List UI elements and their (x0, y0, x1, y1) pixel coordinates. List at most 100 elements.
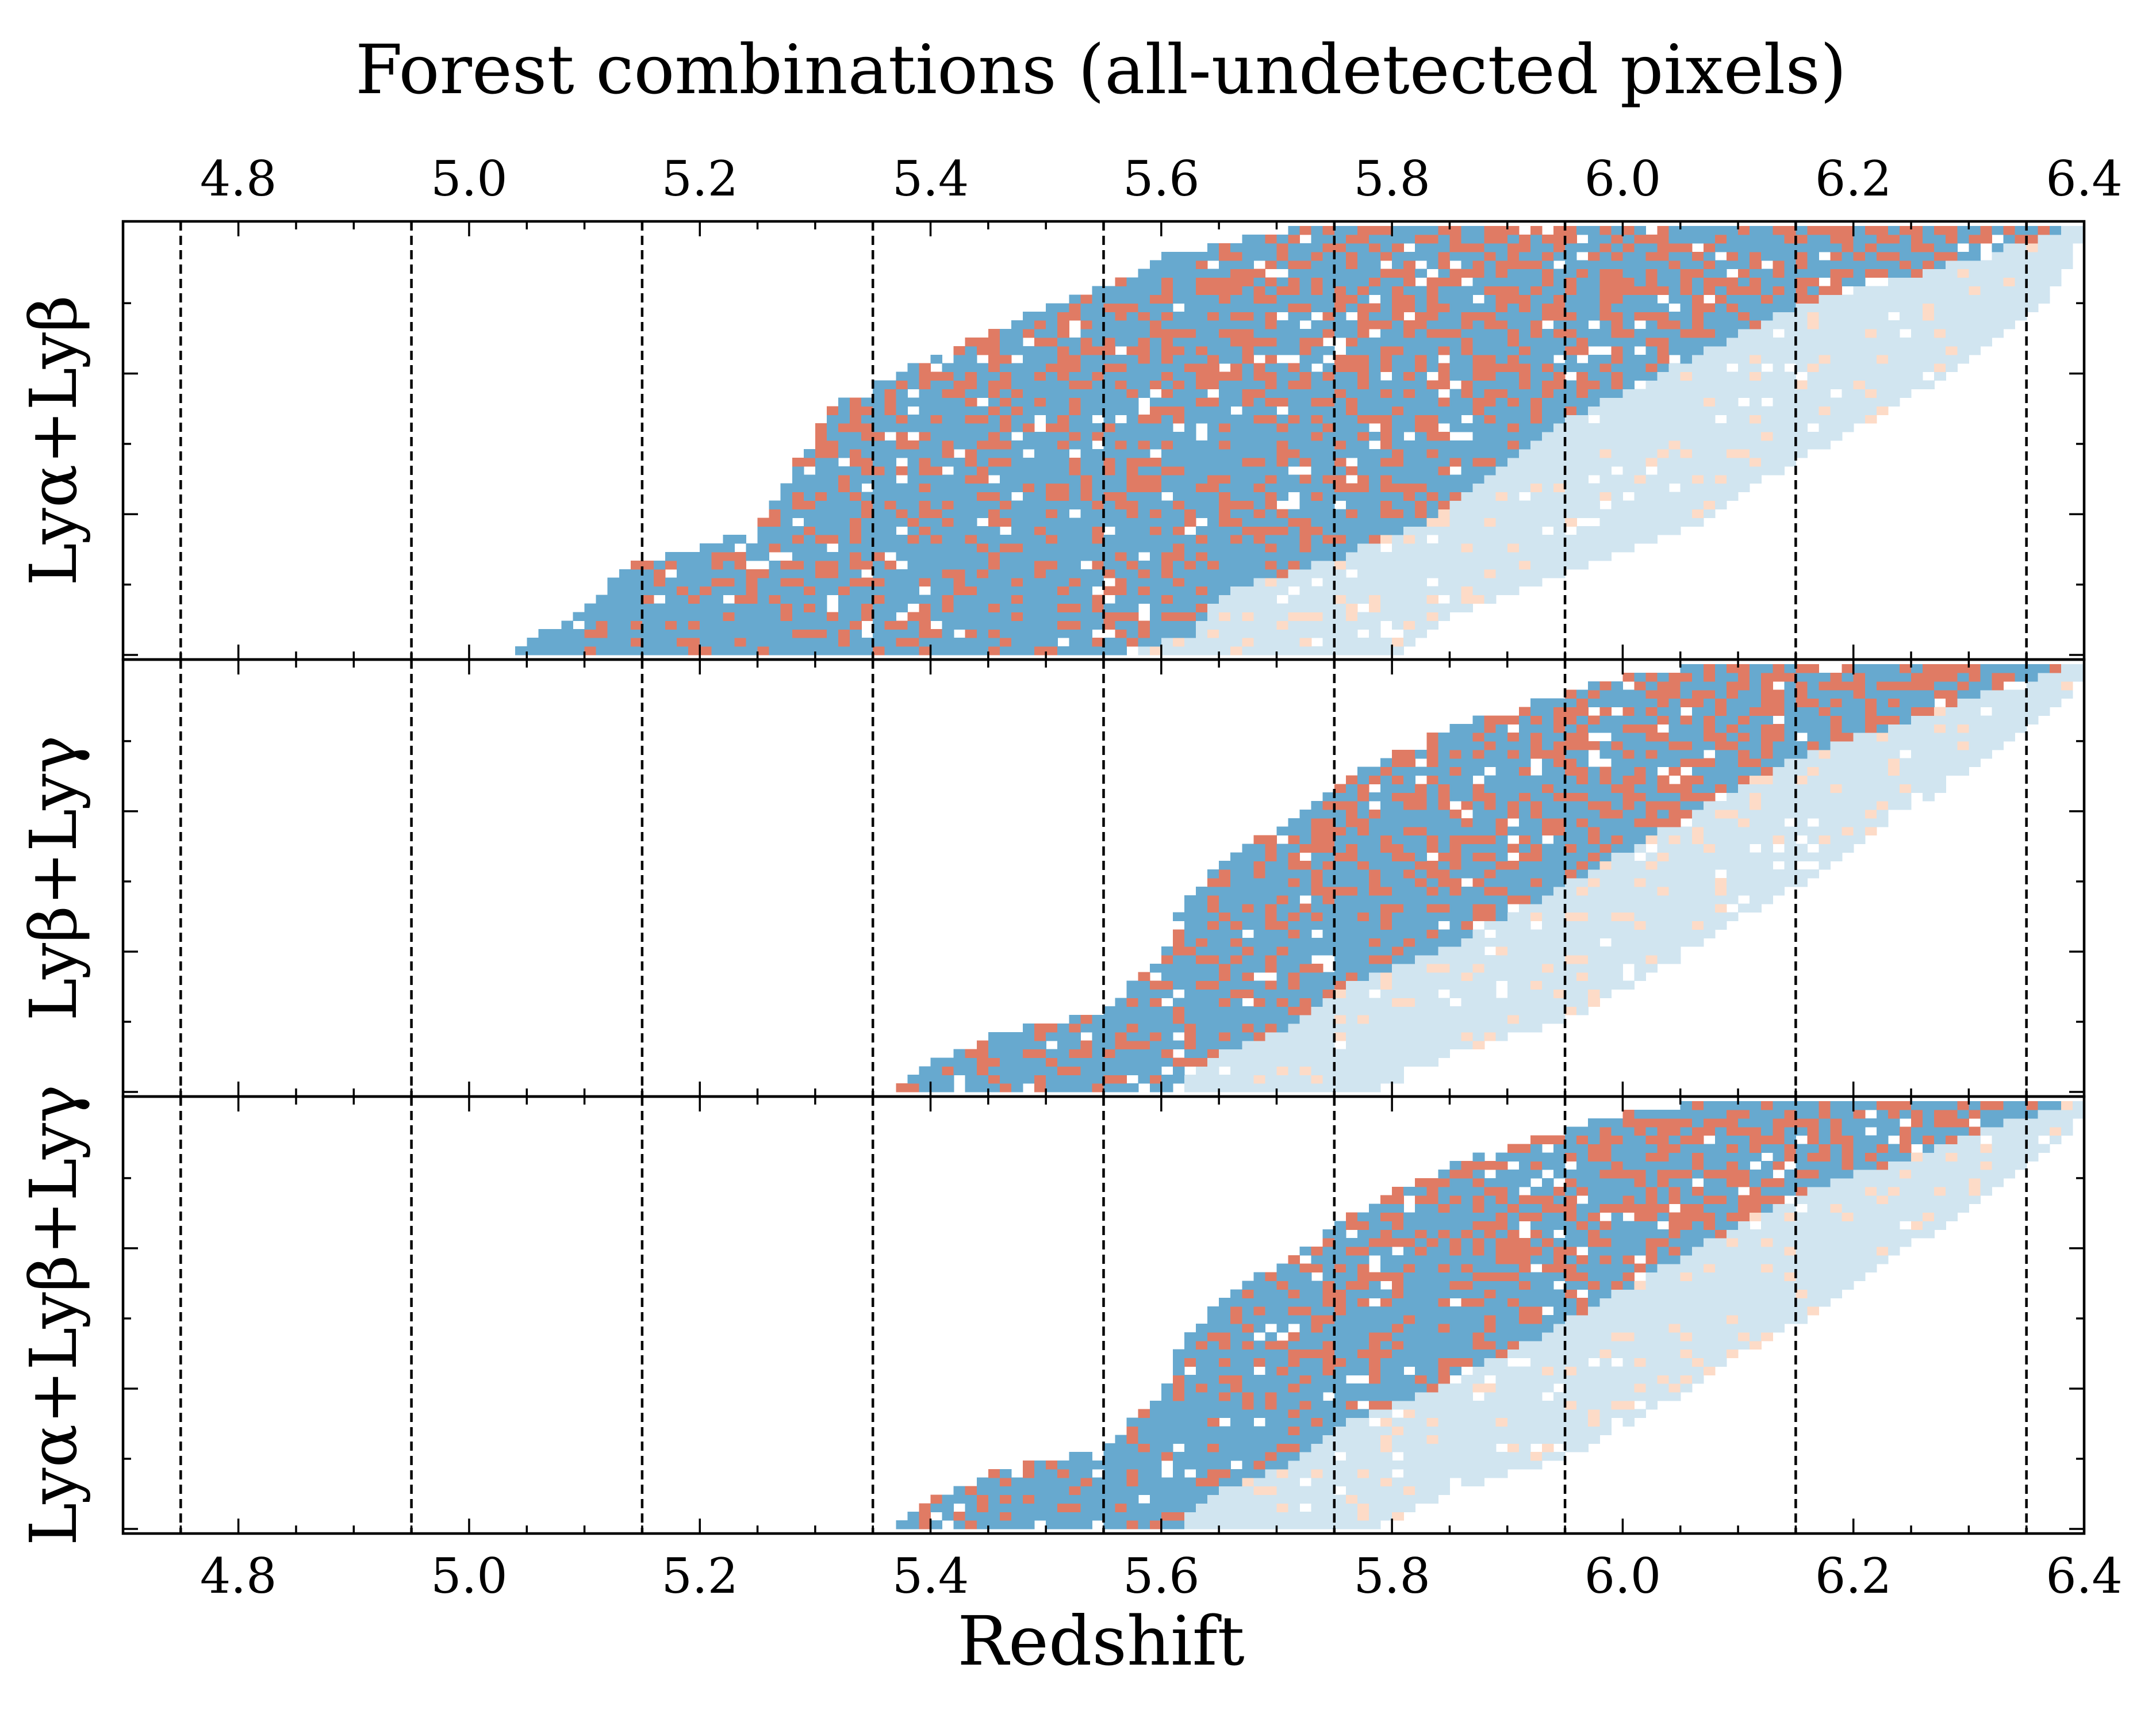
heatmap-cell (873, 569, 943, 578)
heatmap-cell (1484, 569, 1497, 578)
heatmap-cell (873, 380, 896, 390)
heatmap-cell (1461, 320, 1474, 329)
heatmap-cell (1380, 989, 1438, 998)
heatmap-cell (1184, 518, 1196, 527)
heatmap-cell (1622, 371, 1658, 381)
heatmap-cell (1703, 474, 1716, 484)
heatmap-cell (1865, 1186, 1877, 1196)
heatmap-cell (1738, 689, 1762, 699)
heatmap-cell (1645, 457, 1658, 467)
heatmap-cell (838, 474, 850, 484)
heatmap-cell (1807, 1152, 1831, 1162)
heatmap-cell (884, 577, 920, 587)
heatmap-cell (1126, 346, 1150, 355)
heatmap-cell (1553, 1144, 1589, 1153)
heatmap-cell (919, 638, 1000, 647)
heatmap-cell (1588, 251, 1600, 261)
heatmap-cell (919, 526, 931, 535)
heatmap-cell (1265, 277, 1278, 286)
heatmap-cell (1611, 733, 1647, 742)
heatmap-cell (1830, 251, 1843, 261)
heatmap-cell (1750, 1170, 1773, 1179)
heatmap-cell (1011, 612, 1023, 621)
heatmap-cell (826, 492, 850, 501)
heatmap-cell (1738, 1195, 1785, 1205)
heatmap-cell (1380, 980, 1392, 990)
heatmap-cell (1507, 1298, 1520, 1307)
heatmap-cell (1518, 903, 1716, 913)
heatmap-cell (1611, 1221, 1658, 1230)
heatmap-cell (1011, 638, 1058, 647)
heatmap-cell (1611, 861, 1647, 870)
heatmap-cell (1184, 380, 1196, 390)
heatmap-cell (1518, 792, 1531, 802)
heatmap-cell (1876, 1109, 1889, 1119)
heatmap-cell (1415, 363, 1427, 373)
heatmap-cell (1518, 1443, 1531, 1452)
heatmap-cell (1276, 1281, 1289, 1290)
heatmap-cell (1288, 912, 1300, 921)
heatmap-cell (1622, 801, 1635, 810)
heatmap-cell (1138, 1075, 1150, 1084)
heatmap-cell (1576, 1255, 1589, 1264)
heatmap-cell (1046, 371, 1058, 381)
heatmap-cell (1311, 457, 1335, 467)
heatmap-cell (1345, 1247, 1369, 1256)
heatmap-cell (1518, 801, 1531, 810)
heatmap-cell (1172, 371, 1196, 381)
heatmap-cell (1149, 998, 1162, 1007)
heatmap-cell (769, 560, 781, 570)
heatmap-cell (1761, 1263, 1773, 1273)
heatmap-cell (1484, 1289, 1497, 1298)
heatmap-cell (1727, 886, 1785, 896)
heatmap-cell (1196, 620, 1278, 630)
heatmap-cell (1576, 1306, 1589, 1316)
heatmap-cell (850, 492, 862, 501)
heatmap-cell (1461, 1161, 1508, 1170)
heatmap-cell (1957, 1152, 2039, 1162)
heatmap-cell (1750, 775, 1773, 784)
heatmap-cell (1230, 535, 1242, 544)
heatmap-cell (1253, 998, 1265, 1007)
heatmap-cell (1530, 320, 1543, 329)
heatmap-cell (1219, 397, 1242, 407)
heatmap-cell (1738, 1144, 1750, 1153)
heatmap-cell (1196, 371, 1242, 381)
heatmap-cell (1322, 1238, 1335, 1247)
heatmap-cell (1230, 440, 1278, 450)
heatmap-cell (711, 646, 758, 656)
heatmap-cell (1588, 715, 1600, 724)
heatmap-cell (1149, 1494, 1208, 1504)
heatmap-cell (1276, 423, 1289, 432)
heatmap-cell (919, 500, 931, 509)
heatmap-cell (538, 629, 585, 638)
heatmap-cell (1322, 1340, 1335, 1350)
heatmap-cell (1819, 741, 1831, 750)
heatmap-cell (1622, 810, 1647, 819)
heatmap-cell (1565, 1289, 1577, 1298)
heatmap-cell (976, 1520, 1035, 1529)
heatmap-cell (1311, 1375, 1346, 1384)
heatmap-cell (1542, 733, 1566, 742)
heatmap-cell (1680, 1272, 1693, 1282)
heatmap-cell (1253, 1289, 1289, 1298)
heatmap-cell (1750, 715, 1773, 724)
heatmap-cell (1668, 672, 1693, 682)
heatmap-cell (1207, 1383, 1231, 1393)
heatmap-cell (1472, 406, 1485, 415)
heatmap-cell (1149, 354, 1162, 364)
heatmap-cell (1380, 1212, 1404, 1221)
heatmap-cell (1530, 303, 1543, 312)
heatmap-cell (1865, 707, 1877, 716)
heatmap-cell (1161, 457, 1242, 467)
heatmap-cell (1034, 526, 1046, 535)
heatmap-cell (1034, 569, 1046, 578)
heatmap-cell (965, 1075, 989, 1084)
heatmap-cell (1161, 380, 1173, 390)
heatmap-cell (1714, 886, 1727, 896)
heatmap-cell (1461, 818, 1474, 827)
heatmap-cell (1196, 938, 1208, 947)
heatmap-cell (1172, 938, 1185, 947)
heatmap-cell (1911, 715, 2039, 724)
heatmap-cell (1276, 320, 1300, 329)
